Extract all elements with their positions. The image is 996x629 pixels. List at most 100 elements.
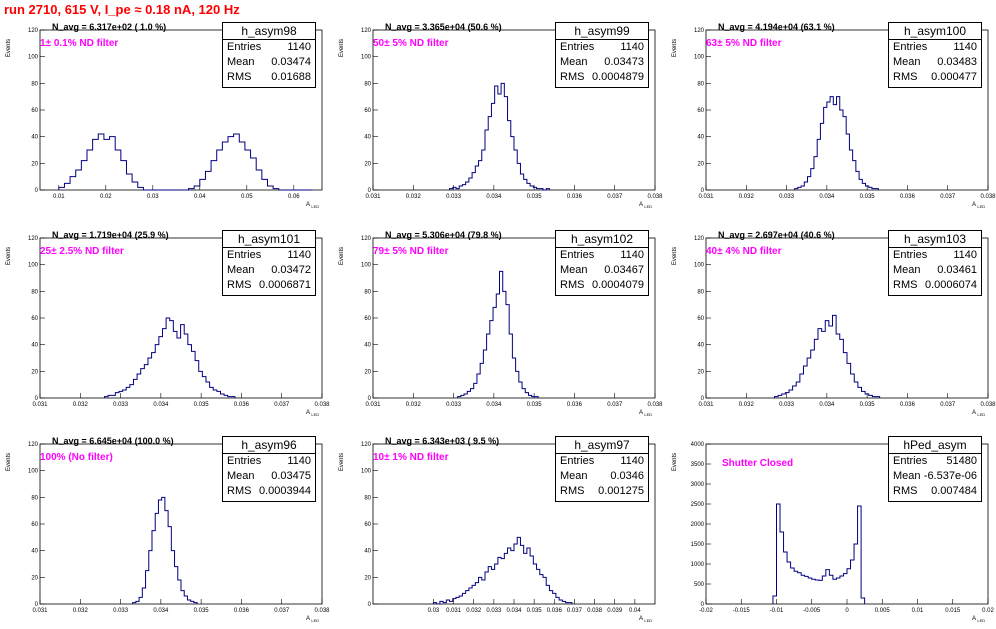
x-tick-label: 0.034 xyxy=(486,402,502,408)
mean-label: Mean xyxy=(560,470,588,482)
x-axis-label: A LED xyxy=(639,616,652,623)
stats-rms-row: RMS 0.0006074 xyxy=(889,278,981,293)
y-tick-label: 20 xyxy=(31,369,38,375)
x-tick-label: 0.03 xyxy=(428,608,440,614)
y-tick-label: 60 xyxy=(31,108,38,114)
y-tick-label: 60 xyxy=(364,522,371,528)
stats-title: h_asym100 xyxy=(889,23,981,40)
y-tick-label: 80 xyxy=(364,289,371,295)
x-tick-label: 0.034 xyxy=(506,608,522,614)
filter-label: Shutter Closed xyxy=(722,458,794,469)
n-avg-label: N_avg = 6.317e+02 ( 1.0 %) xyxy=(52,22,167,32)
y-tick-label: 40 xyxy=(697,343,704,349)
y-tick-label: 100 xyxy=(694,263,705,269)
stats-rms-row: RMS 0.000477 xyxy=(889,70,981,85)
y-tick-label: 80 xyxy=(31,289,38,295)
histogram-panel-hped-asym: 0 500 1000 1500 2000 2500 3000 3500 4000 -0.02 -0.… xyxy=(666,424,996,629)
stats-entries-row: Entries 1140 xyxy=(889,248,981,263)
x-tick-label: 0.02 xyxy=(100,194,112,200)
y-tick-label: 120 xyxy=(28,236,39,242)
entries-label: Entries xyxy=(560,455,595,467)
rms-value: 0.007484 xyxy=(931,485,977,497)
y-tick-label: 120 xyxy=(694,236,705,242)
x-tick-label: 0.036 xyxy=(567,194,583,200)
x-tick-label: 0.034 xyxy=(819,194,835,200)
y-tick-label: 100 xyxy=(361,469,372,475)
filter-label: 100% (No filter) xyxy=(40,452,113,463)
x-tick-label: 0.04 xyxy=(194,194,206,200)
x-tick-label: 0.04 xyxy=(629,608,641,614)
y-tick-label: 20 xyxy=(31,575,38,581)
entries-label: Entries xyxy=(227,41,262,53)
n-avg-label: N_avg = 5.306e+04 (79.8 %) xyxy=(385,230,502,240)
rms-value: 0.0004079 xyxy=(592,279,644,291)
x-tick-label: 0.033 xyxy=(779,194,795,200)
stats-entries-row: Entries 51480 xyxy=(889,454,981,469)
histogram-svg: 0 20 40 60 80 100 120 0.031 0.032 0.033 0.034 0.035… xyxy=(6,236,330,417)
entries-label: Entries xyxy=(227,455,262,467)
stats-rms-row: RMS 0.01688 xyxy=(223,70,315,85)
n-avg-label: N_avg = 1.719e+04 (25.9 %) xyxy=(52,230,169,240)
histogram-series-line xyxy=(794,96,879,190)
x-tick-label: 0.034 xyxy=(153,402,169,408)
y-tick-label: 100 xyxy=(361,55,372,61)
rms-label: RMS xyxy=(227,71,252,83)
x-tick-label: 0.031 xyxy=(32,402,48,408)
x-tick-label: 0.033 xyxy=(486,608,502,614)
mean-label: Mean xyxy=(227,470,255,482)
y-axis-label: Events xyxy=(672,39,678,57)
x-tick-label: 0.033 xyxy=(113,608,129,614)
y-tick-label: 40 xyxy=(697,135,704,141)
x-tick-label: 0.036 xyxy=(547,608,563,614)
entries-value: 1140 xyxy=(620,455,644,467)
y-tick-label: 100 xyxy=(28,469,39,475)
histogram-panel-h-asym103: 0 20 40 60 80 100 120 0.031 0.032 0.033 0.034 0.035… xyxy=(666,218,996,423)
x-tick-label: 0.036 xyxy=(567,402,583,408)
rms-value: 0.0006074 xyxy=(925,279,977,291)
filter-label: 25± 2.5% ND filter xyxy=(40,246,124,257)
rms-value: 0.0006871 xyxy=(259,279,311,291)
stats-box: h_asym96 Entries 1140 Mean 0.03475 RMS 0.00039… xyxy=(222,436,316,502)
x-tick-label: 0.038 xyxy=(314,402,330,408)
x-tick-label: 0.034 xyxy=(486,194,502,200)
stats-title: h_asym102 xyxy=(556,231,648,248)
y-tick-label: 20 xyxy=(364,161,371,167)
y-tick-label: 3000 xyxy=(691,482,705,488)
histogram-svg: 0 500 1000 1500 2000 2500 3000 3500 4000 -0.02 -0.… xyxy=(672,442,994,623)
y-tick-label: 100 xyxy=(694,55,705,61)
x-tick-label: 0.032 xyxy=(466,608,482,614)
y-tick-label: 0 xyxy=(368,602,372,608)
rms-value: 0.000477 xyxy=(931,71,977,83)
x-tick-label: 0.035 xyxy=(860,402,876,408)
y-tick-label: 60 xyxy=(697,316,704,322)
rms-label: RMS xyxy=(893,485,918,497)
stats-box: h_asym99 Entries 1140 Mean 0.03473 RMS 0.00048… xyxy=(555,22,649,88)
x-tick-label: 0.032 xyxy=(73,608,89,614)
x-tick-label: 0.032 xyxy=(739,402,755,408)
mean-value: 0.0346 xyxy=(610,470,644,482)
y-tick-label: 80 xyxy=(697,81,704,87)
stats-entries-row: Entries 1140 xyxy=(556,40,648,55)
histogram-series-line xyxy=(773,314,881,398)
stats-mean-row: Mean 0.03483 xyxy=(889,55,981,70)
x-tick-label: 0.035 xyxy=(194,402,210,408)
rms-value: 0.01688 xyxy=(271,71,311,83)
y-tick-label: 80 xyxy=(31,81,38,87)
stats-box: h_asym100 Entries 1140 Mean 0.03483 RMS 0.0004… xyxy=(888,22,982,88)
x-tick-label: 0.038 xyxy=(980,402,996,408)
mean-value: 0.03475 xyxy=(271,470,311,482)
n-avg-label: N_avg = 3.365e+04 (50.6 %) xyxy=(385,22,502,32)
x-tick-label: 0.039 xyxy=(607,608,623,614)
x-tick-label: 0.005 xyxy=(875,608,891,614)
stats-box: hPed_asym Entries 51480 Mean -6.537e-06 RMS 0.… xyxy=(888,436,982,502)
stats-rms-row: RMS 0.007484 xyxy=(889,484,981,499)
entries-value: 51480 xyxy=(946,455,977,467)
x-tick-label: 0.037 xyxy=(940,402,956,408)
y-tick-label: 100 xyxy=(28,55,39,61)
histogram-svg: 0 20 40 60 80 100 120 0.031 0.032 0.033 0.034 0.035… xyxy=(672,28,996,209)
entries-value: 1140 xyxy=(620,249,644,261)
n-avg-label: N_avg = 2.697e+04 (40.6 %) xyxy=(718,230,835,240)
x-tick-label: 0.031 xyxy=(698,194,714,200)
y-tick-label: 120 xyxy=(28,28,39,34)
x-tick-label: 0.031 xyxy=(365,402,381,408)
